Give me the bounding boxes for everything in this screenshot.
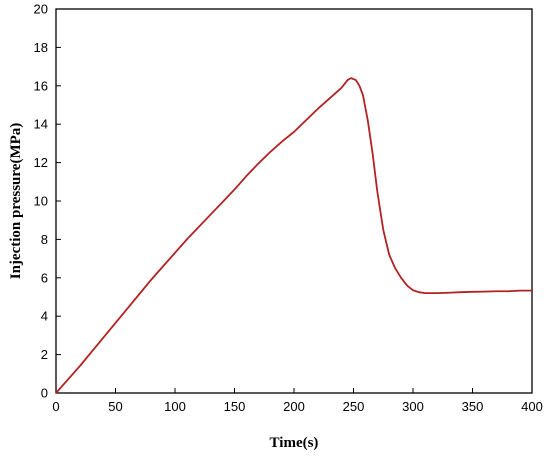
x-axis-label: Time(s): [270, 435, 319, 451]
y-tick-label: 18: [34, 40, 48, 55]
x-tick-label: 150: [224, 399, 246, 414]
x-tick-label: 100: [164, 399, 186, 414]
x-tick-label: 350: [462, 399, 484, 414]
x-tick-label: 0: [52, 399, 59, 414]
y-tick-label: 20: [34, 2, 48, 17]
x-axis-ticks: 0 50 100 150 200 250 300 350 400: [52, 388, 543, 414]
y-tick-label: 16: [34, 78, 48, 93]
y-tick-label: 14: [34, 117, 48, 132]
y-tick-label: 2: [41, 347, 48, 362]
x-tick-label: 250: [343, 399, 365, 414]
y-tick-label: 8: [41, 232, 48, 247]
y-axis-ticks: 0 2 4 6 8 10 12 14 16 18 20: [34, 2, 61, 401]
plot-frame: [55, 8, 533, 394]
x-tick-label: 50: [108, 399, 122, 414]
injection-pressure-line: [55, 77, 532, 394]
x-tick-label: 200: [283, 399, 305, 414]
x-tick-label: 400: [521, 399, 543, 414]
y-tick-label: 6: [41, 270, 48, 285]
y-axis-label: Injection pressure(MPa): [8, 123, 24, 280]
y-tick-label: 4: [41, 309, 48, 324]
x-tick-label: 300: [402, 399, 424, 414]
y-tick-label: 12: [34, 155, 48, 170]
y-tick-label: 0: [41, 386, 48, 401]
y-tick-label: 10: [34, 194, 48, 209]
